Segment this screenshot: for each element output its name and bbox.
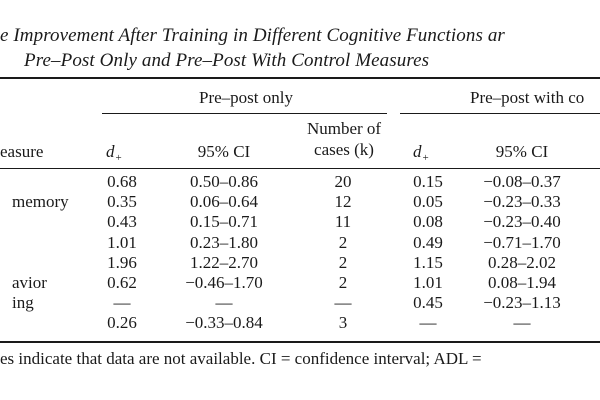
header-bottom-rule <box>0 168 600 169</box>
cell-cases: 3 <box>338 313 348 333</box>
d-plus-letter: d <box>413 142 422 161</box>
group-header-pre-post-only: Pre–post only <box>199 88 293 107</box>
cell-cases: 20 <box>334 172 352 191</box>
cell-d-control: 0.08 <box>413 212 443 232</box>
row-label: ing <box>12 293 34 313</box>
cell-ci-pre-post: 1.22–2.70 <box>190 252 258 272</box>
cell-d-control: 0.49 <box>413 232 443 252</box>
table-caption-line-2: Pre–Post Only and Pre–Post With Control … <box>24 50 430 71</box>
cell-ci-control: −0.23–0.40 <box>483 212 561 232</box>
row-label: memory <box>12 192 69 212</box>
cell-d-pre-post: 0.26 <box>107 313 137 333</box>
column-header-cases-line-2: cases (k) <box>314 140 374 159</box>
cell-cases: 11 <box>334 212 352 232</box>
cell-cases: — <box>334 293 352 313</box>
cell-ci-control: −0.08–0.37 <box>483 172 561 191</box>
cell-ci-pre-post: −0.46–1.70 <box>185 273 263 292</box>
cell-d-pre-post: 1.01 <box>107 232 137 252</box>
cell-cases: 2 <box>338 273 348 292</box>
group-header-pre-post-control: Pre–post with co <box>470 88 585 107</box>
cell-ci-pre-post: 0.15–0.71 <box>190 212 258 232</box>
cell-d-control: 1.01 <box>413 273 443 292</box>
cell-d-pre-post: 0.62 <box>107 273 137 292</box>
column-header-ci-2: 95% CI <box>495 142 549 161</box>
column-header-cases-line-1: Number of <box>306 119 382 138</box>
d-plus-subscript: + <box>115 152 122 164</box>
cell-d-control: 0.15 <box>413 172 443 191</box>
cell-cases: 2 <box>338 252 348 272</box>
cell-ci-pre-post: 0.06–0.64 <box>190 192 258 212</box>
row-label: avior <box>12 273 47 292</box>
cell-ci-pre-post: −0.33–0.84 <box>185 313 263 333</box>
cell-d-pre-post: — <box>113 293 131 313</box>
cell-cases: 12 <box>334 192 352 212</box>
top-rule <box>0 77 600 79</box>
group-rule-pre-post-only <box>102 113 387 114</box>
cell-cases: 2 <box>338 232 348 252</box>
cell-d-control: 1.15 <box>413 252 443 272</box>
column-header-measure: easure <box>0 142 44 161</box>
bottom-rule <box>0 341 600 343</box>
cell-d-pre-post: 0.43 <box>107 212 137 232</box>
cell-d-pre-post: 1.96 <box>107 252 137 272</box>
cell-d-control: — <box>419 313 437 333</box>
group-rule-pre-post-control <box>400 113 600 114</box>
cell-d-control: 0.05 <box>413 192 443 212</box>
cell-ci-pre-post: — <box>215 293 233 313</box>
column-header-d-plus-2: d+ <box>413 142 429 164</box>
cell-d-pre-post: 0.35 <box>107 192 137 212</box>
table-caption-line-1: e Improvement After Training in Differen… <box>0 25 505 46</box>
cell-ci-control: −0.71–1.70 <box>483 232 561 252</box>
d-plus-letter: d <box>106 142 115 161</box>
cell-ci-control: 0.28–2.02 <box>488 252 556 272</box>
cell-ci-control: — <box>513 313 531 333</box>
column-header-ci-1: 95% CI <box>197 142 251 161</box>
d-plus-subscript: + <box>422 152 429 164</box>
cell-ci-control: −0.23–1.13 <box>483 293 561 313</box>
table-footnote: es indicate that data are not available.… <box>0 349 482 368</box>
cell-ci-pre-post: 0.23–1.80 <box>190 232 258 252</box>
cell-ci-pre-post: 0.50–0.86 <box>190 172 258 191</box>
cell-d-control: 0.45 <box>413 293 443 313</box>
cell-d-pre-post: 0.68 <box>107 172 137 191</box>
cell-ci-control: 0.08–1.94 <box>488 273 556 292</box>
column-header-d-plus-1: d+ <box>106 142 122 164</box>
cell-ci-control: −0.23–0.33 <box>483 192 561 212</box>
